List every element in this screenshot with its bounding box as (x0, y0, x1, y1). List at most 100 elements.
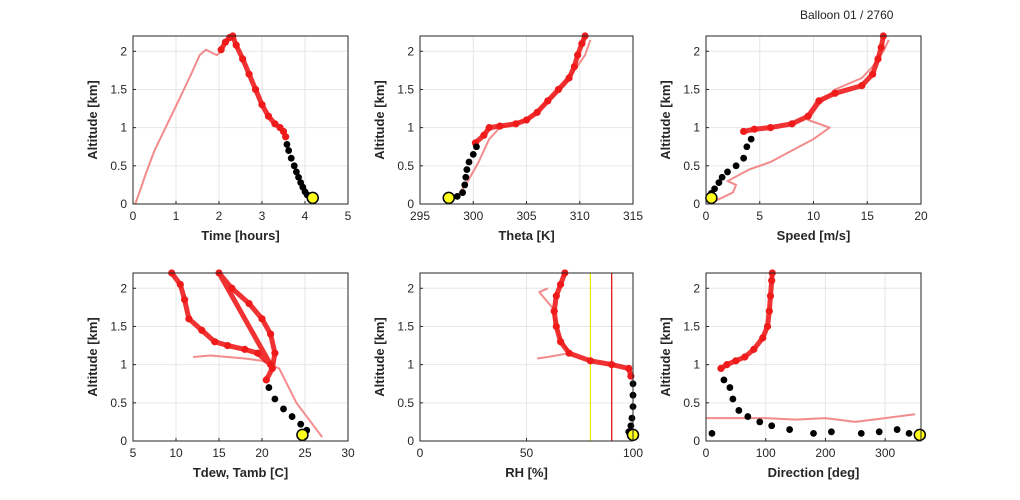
x-tick-label: 4 (302, 209, 309, 223)
black-point (462, 173, 470, 181)
y-tick-label: 1.5 (683, 82, 700, 96)
x-tick-label: 1 (173, 209, 180, 223)
black-point (715, 179, 723, 187)
y-tick-label: 1.5 (110, 82, 127, 96)
current-position-marker (913, 428, 927, 442)
x-axis-label: Speed [m/s] (777, 228, 851, 243)
y-axis-label: Altitude [km] (85, 317, 100, 396)
black-point (744, 413, 752, 420)
black-point (729, 395, 737, 403)
black-point (724, 168, 731, 176)
black-point (265, 384, 273, 391)
y-axis-label: Altitude [km] (85, 80, 100, 159)
x-tick-label: 310 (570, 209, 590, 223)
current-position-marker (705, 191, 718, 205)
black-point (290, 162, 298, 170)
y-tick-label: 2 (120, 44, 127, 58)
y-axis-label: Altitude [km] (372, 317, 387, 396)
y-tick-label: 1.5 (397, 319, 414, 333)
black-point (786, 426, 794, 433)
x-tick-label: 300 (875, 446, 895, 460)
black-point (718, 173, 726, 181)
black-point (708, 429, 716, 437)
x-tick-label: 15 (212, 446, 226, 460)
x-tick-label: 0 (703, 209, 710, 223)
black-point (271, 395, 279, 403)
y-tick-label: 1 (407, 121, 414, 135)
x-tick-label: 200 (815, 446, 835, 460)
red-trace (472, 33, 588, 146)
x-axis-label: RH [%] (505, 465, 548, 480)
x-tick-label: 0 (703, 446, 710, 460)
black-point (768, 422, 776, 430)
faint-trace (193, 354, 324, 438)
axes-box (132, 35, 349, 205)
y-tick-label: 0 (407, 434, 414, 448)
red-trace (169, 270, 278, 383)
x-tick-label: 2 (216, 209, 223, 223)
current-position-marker (306, 191, 319, 205)
y-tick-label: 0.5 (683, 396, 700, 410)
y-tick-label: 0.5 (110, 159, 127, 173)
black-point (756, 418, 764, 426)
y-tick-label: 2 (407, 281, 414, 295)
black-point (280, 405, 287, 413)
y-tick-label: 0.5 (683, 159, 700, 173)
axes-box (705, 272, 922, 442)
y-tick-label: 1 (407, 358, 414, 372)
black-point (287, 154, 295, 162)
x-tick-label: 0 (130, 209, 137, 223)
y-tick-label: 0 (120, 197, 127, 211)
faint-trace (706, 413, 916, 423)
black-point (295, 173, 302, 181)
black-point (285, 147, 293, 154)
black-point (747, 135, 755, 143)
black-point (735, 407, 743, 414)
black-point (288, 413, 296, 420)
subplot-2: 295 300 305 310 315 0 0.5 1 1.5 2 Theta [K] Altitud… (372, 32, 643, 243)
black-point (857, 429, 865, 437)
x-tick-label: 10 (807, 209, 821, 223)
x-axis-label: Direction [deg] (768, 465, 860, 480)
figure-title: Balloon 01 / 2760 (800, 8, 894, 22)
x-tick-label: 100 (623, 446, 643, 460)
x-tick-label: 100 (756, 446, 776, 460)
subplot-1: 0 1 2 3 4 5 0 0.5 1 1.5 2 Time [hours] Altitude [km] (85, 32, 352, 243)
red-trace (718, 270, 775, 371)
red-trace (218, 33, 289, 140)
subplot-3: 0 5 10 15 20 0 0.5 1 1.5 2 Speed [m/s] Altitude [km… (658, 32, 928, 243)
x-axis-label: Theta [K] (498, 228, 554, 243)
black-point (810, 429, 817, 437)
plot-area (133, 273, 348, 441)
faint-trace (716, 39, 890, 202)
x-tick-label: 315 (623, 209, 643, 223)
x-tick-label: 3 (259, 209, 266, 223)
x-axis-label: Time [hours] (201, 228, 280, 243)
red-trace (741, 33, 886, 134)
black-point (465, 158, 473, 166)
y-tick-label: 0.5 (110, 396, 127, 410)
x-tick-label: 5 (756, 209, 763, 223)
y-tick-label: 0 (693, 434, 700, 448)
black-point (297, 420, 305, 428)
black-point (720, 376, 728, 384)
x-tick-label: 300 (463, 209, 483, 223)
black-point (463, 166, 471, 174)
black-point (469, 150, 477, 158)
subplot-6: 0 100 200 300 0 0.5 1 1.5 2 Direction [deg] Altitu… (658, 269, 927, 480)
axes-box (132, 272, 349, 442)
black-point (828, 428, 835, 436)
y-tick-label: 1.5 (683, 319, 700, 333)
black-point (283, 141, 291, 148)
black-point (740, 154, 748, 162)
y-tick-label: 1.5 (110, 319, 127, 333)
x-tick-label: 295 (410, 209, 430, 223)
x-tick-label: 15 (861, 209, 875, 223)
y-tick-label: 0 (407, 197, 414, 211)
x-tick-label: 5 (345, 209, 352, 223)
y-tick-label: 1 (693, 358, 700, 372)
black-point (726, 384, 734, 391)
x-tick-label: 20 (255, 446, 269, 460)
black-point (875, 428, 883, 436)
